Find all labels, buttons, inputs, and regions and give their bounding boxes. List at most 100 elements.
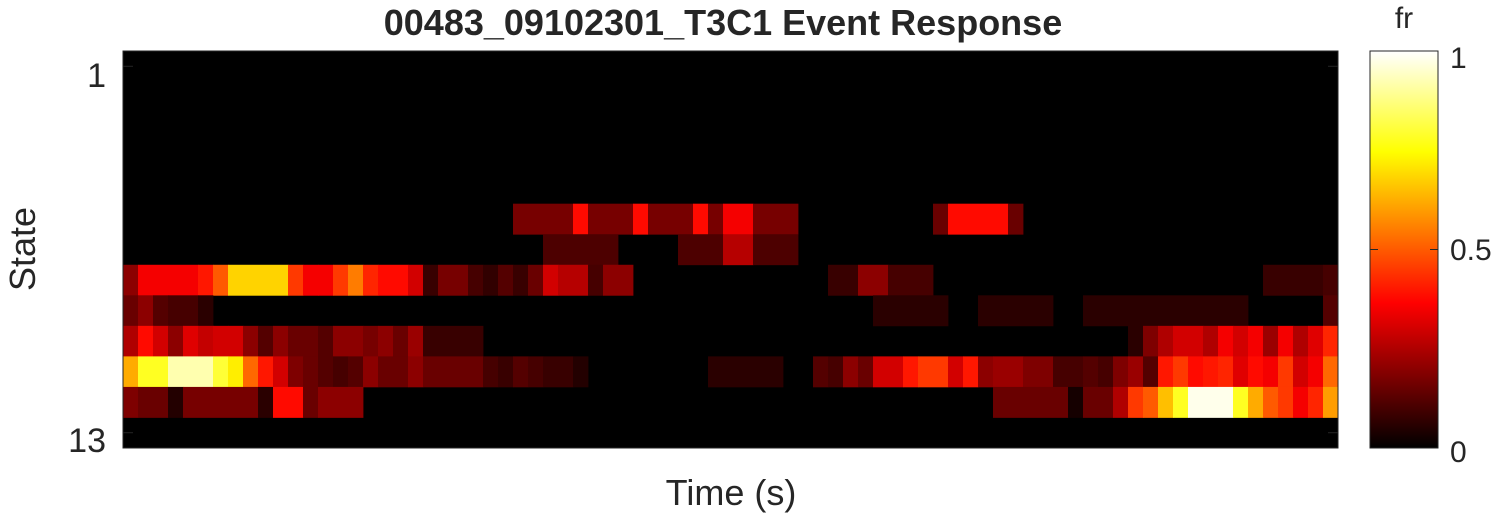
heatmap-cell-state-7: [723, 234, 754, 266]
heatmap-cell-state-10: [1143, 325, 1159, 357]
heatmap-cell-state-10: [363, 325, 379, 357]
heatmap-cell-state-10: [408, 325, 424, 357]
heatmap-cell-state-10: [1158, 325, 1174, 357]
heatmap-cell-state-8: [123, 264, 139, 296]
heatmap-cell-state-9: [1083, 295, 1159, 327]
heatmap-cell-state-6: [753, 203, 799, 235]
heatmap-cell-state-11: [918, 356, 949, 388]
heatmap-cell-state-12: [1068, 386, 1084, 418]
heatmap-cell-state-8: [378, 264, 409, 296]
colorbar: fr 1 0.5 0: [1369, 2, 1492, 469]
heatmap-cell-state-8: [228, 264, 289, 296]
heatmap-cell-state-8: [408, 264, 424, 296]
heatmap-cell-state-11: [1293, 356, 1309, 388]
heatmap-cell-state-10: [393, 325, 409, 357]
heatmap-cell-state-10: [378, 325, 394, 357]
heatmap-cell-state-11: [333, 356, 349, 388]
heatmap-cell-state-12: [318, 386, 364, 418]
heatmap-cell-state-12: [258, 386, 274, 418]
heatmap-cell-state-10: [273, 325, 289, 357]
heatmap-cell-state-8: [588, 264, 604, 296]
heatmap-cell-state-6: [1008, 203, 1024, 235]
heatmap-cell-state-9: [1323, 295, 1339, 327]
heatmap-cell-state-7: [678, 234, 724, 266]
heatmap-cell-state-10: [423, 325, 484, 357]
heatmap-cell-state-10: [1203, 325, 1219, 357]
heatmap-cell-state-11: [993, 356, 1024, 388]
heatmap-cell-state-10: [228, 325, 244, 357]
heatmap-cell-state-8: [198, 264, 214, 296]
heatmap-cell-state-11: [1053, 356, 1084, 388]
heatmap-cell-state-11: [543, 356, 574, 388]
heatmap-cell-state-11: [1143, 356, 1159, 388]
heatmap-cell-state-10: [1173, 325, 1204, 357]
colorbar-ticks: [1370, 50, 1438, 449]
heatmap-cell-state-11: [123, 356, 139, 388]
heatmap-cell-state-12: [1188, 386, 1234, 418]
heatmap-cell-state-10: [1263, 325, 1279, 357]
heatmap-cell-state-11: [168, 356, 214, 388]
heatmap-cell-state-10: [1278, 325, 1294, 357]
heatmap-cell-state-8: [1263, 264, 1324, 296]
heatmap-cell-state-11: [1128, 356, 1144, 388]
heatmap-cell-state-8: [528, 264, 544, 296]
heatmap-cell-state-10: [153, 325, 169, 357]
heatmap-cell-state-11: [258, 356, 274, 388]
heatmap-cell-state-12: [993, 386, 1069, 418]
heatmap-cell-state-8: [333, 264, 349, 296]
heatmap-cell-state-11: [498, 356, 514, 388]
heatmap-cell-state-8: [468, 264, 484, 296]
heatmap-cell-state-8: [318, 264, 334, 296]
heatmap-cell-state-6: [513, 203, 574, 235]
heatmap-cell-state-8: [138, 264, 199, 296]
heatmap-cell-state-11: [1278, 356, 1294, 388]
heatmap-cell-state-11: [318, 356, 334, 388]
plot-area-frame: [122, 50, 1339, 449]
heatmap-cell-state-11: [1158, 356, 1174, 388]
heatmap-cell-state-10: [288, 325, 319, 357]
heatmap-cell-state-8: [423, 264, 439, 296]
heatmap-cell-state-9: [978, 295, 1054, 327]
y-tick-label-1: 1: [87, 57, 106, 95]
heatmap-cell-state-11: [978, 356, 994, 388]
heatmap-cell-state-9: [138, 295, 154, 327]
heatmap-cells: [123, 51, 1339, 448]
heatmap-cell-state-8: [498, 264, 514, 296]
heatmap-cell-state-9: [153, 295, 169, 327]
heatmap-cell-state-12: [183, 386, 259, 418]
heatmap-cell-state-11: [948, 356, 964, 388]
heatmap-cell-state-8: [303, 264, 319, 296]
heatmap-cell-state-10: [1308, 325, 1324, 357]
heatmap-cell-state-10: [1248, 325, 1264, 357]
heatmap-cell-state-11: [213, 356, 229, 388]
heatmap-cell-state-12: [1173, 386, 1189, 418]
heatmap-cell-state-11: [243, 356, 259, 388]
heatmap-cell-state-10: [1233, 325, 1249, 357]
heatmap-cell-state-11: [1203, 356, 1219, 388]
heatmap-cell-state-8: [603, 264, 634, 296]
heatmap-cell-state-8: [288, 264, 304, 296]
heatmap-cell-state-8: [438, 264, 469, 296]
heatmap-cell-state-12: [1158, 386, 1174, 418]
heatmap-cell-state-12: [123, 386, 139, 418]
heatmap-cell-state-12: [1083, 386, 1114, 418]
colorbar-tick-label-0: 0: [1450, 436, 1467, 469]
heatmap-cell-state-11: [513, 356, 529, 388]
heatmap-cell-state-8: [483, 264, 499, 296]
heatmap-cell-state-11: [378, 356, 409, 388]
heatmap-cell-state-12: [303, 386, 319, 418]
heatmap-cell-state-11: [1308, 356, 1324, 388]
heatmap-cell-state-11: [1023, 356, 1054, 388]
heatmap-cell-state-11: [903, 356, 919, 388]
heatmap-cell-state-10: [183, 325, 199, 357]
heatmap-cell-state-12: [138, 386, 169, 418]
heatmap-cell-state-11: [1098, 356, 1114, 388]
heatmap-cell-state-11: [273, 356, 289, 388]
heatmap-cell-state-11: [1218, 356, 1234, 388]
heatmap-cell-state-7: [753, 234, 799, 266]
heatmap-cell-state-11: [483, 356, 499, 388]
heatmap-cell-state-12: [1278, 386, 1294, 418]
heatmap-cell-state-11: [1173, 356, 1189, 388]
heatmap-cell-state-9: [873, 295, 949, 327]
